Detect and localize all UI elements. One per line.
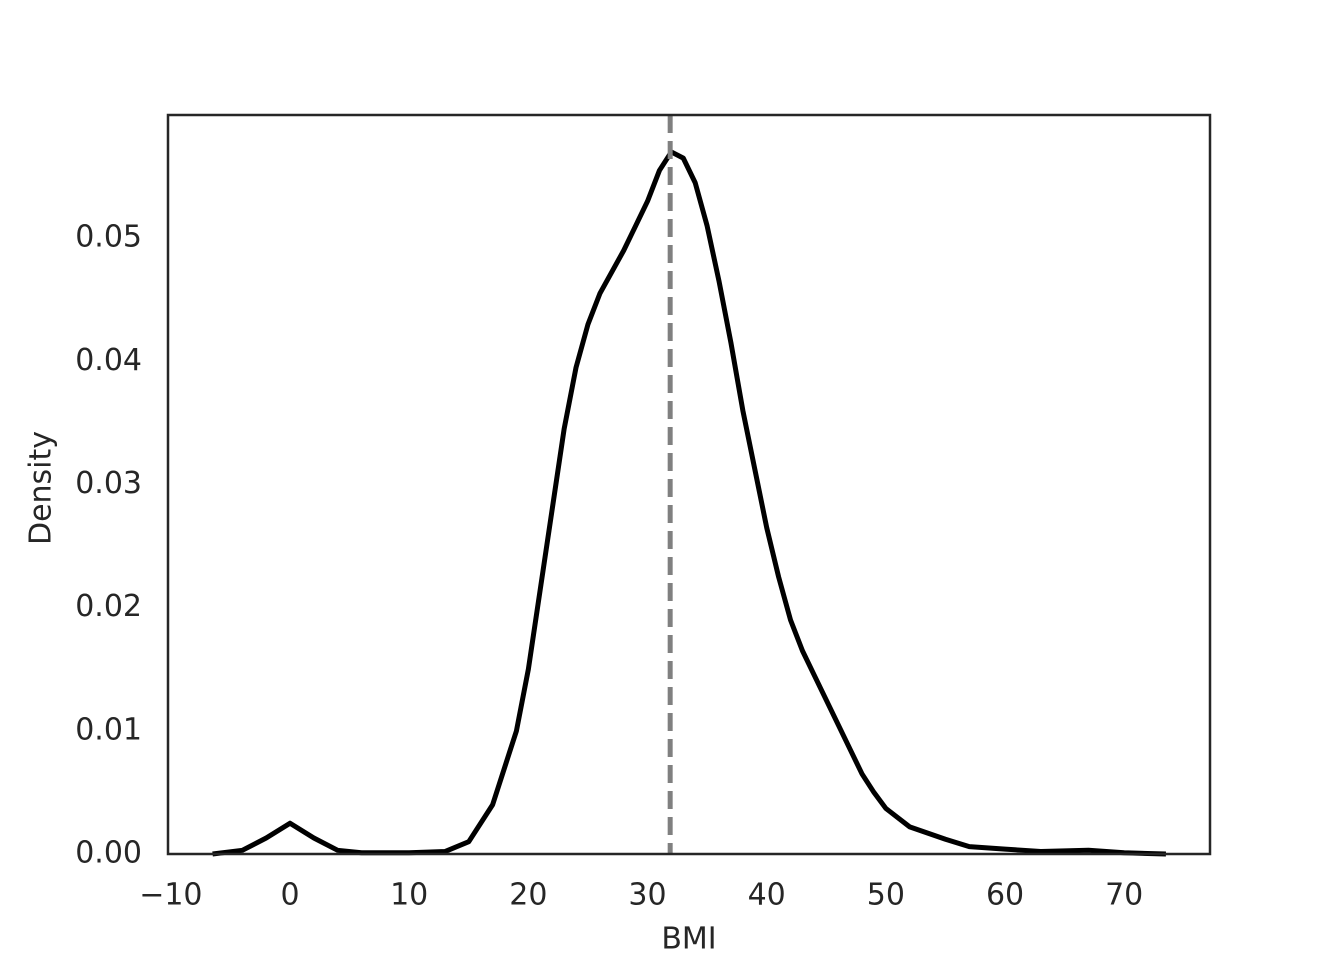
x-tick-label: 60 [986,878,1024,913]
y-tick-label: 0.04 [75,343,142,378]
y-tick-label: 0.03 [75,466,142,501]
y-tick-label: 0.01 [75,712,142,747]
x-tick-label: 20 [509,878,547,913]
x-tick-label: 30 [628,878,666,913]
y-axis-label: Density [24,431,59,545]
x-tick-label: 50 [867,878,905,913]
x-tick-label: 40 [748,878,786,913]
x-tick-label: 10 [390,878,428,913]
x-axis-label: BMI [661,922,716,957]
kde-line [212,149,1166,857]
y-tick-label: 0.02 [75,589,142,624]
y-tick-label: 0.05 [75,220,142,255]
x-tick-label: −10 [139,878,202,913]
y-tick-label: 0.00 [75,836,142,871]
x-tick-label: 70 [1105,878,1143,913]
x-tick-label: 0 [280,878,299,913]
plot-frame [166,113,1212,856]
